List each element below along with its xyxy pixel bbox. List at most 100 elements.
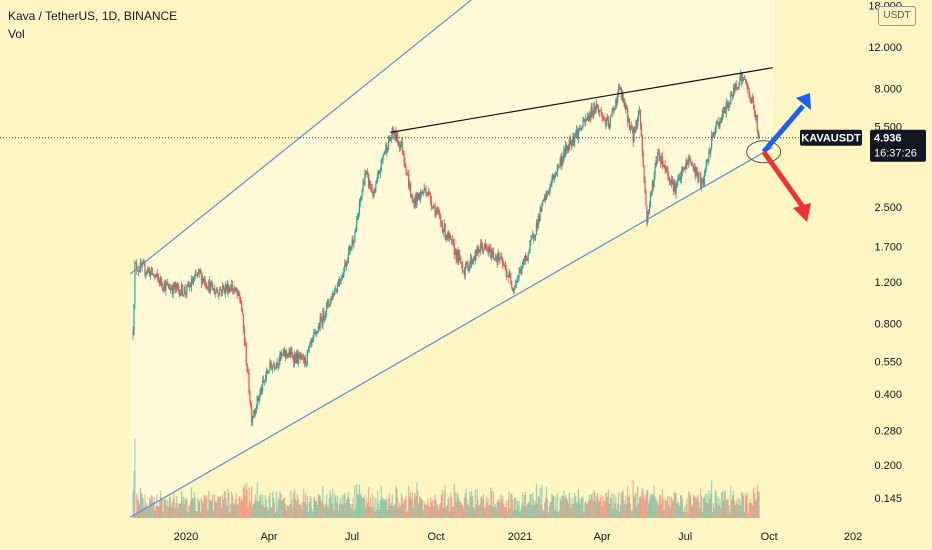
- candle-body: [748, 88, 750, 96]
- volume-bar: [710, 493, 712, 518]
- candle-body: [303, 356, 305, 363]
- volume-bar: [410, 499, 413, 518]
- volume-bar: [544, 502, 546, 518]
- volume-bar: [259, 495, 261, 518]
- candle-body: [429, 191, 431, 194]
- volume-bar: [158, 506, 160, 518]
- volume-bar: [448, 497, 450, 518]
- volume-bar: [394, 503, 396, 518]
- volume-bar: [178, 503, 180, 518]
- candle-body: [345, 262, 347, 267]
- volume-bar: [516, 500, 518, 518]
- candle-body: [235, 287, 237, 292]
- volume-bar: [572, 497, 574, 518]
- volume-bar: [699, 508, 701, 518]
- candle-body: [377, 171, 380, 175]
- candle-body: [194, 273, 196, 278]
- candle-body: [380, 159, 382, 171]
- volume-bar: [205, 498, 207, 518]
- candle-body: [287, 354, 289, 357]
- volume-bar: [687, 512, 689, 518]
- candle-body: [715, 122, 717, 129]
- candle-body: [240, 300, 242, 303]
- candle-body: [369, 180, 371, 188]
- volume-bar: [358, 484, 360, 518]
- volume-bar: [335, 496, 337, 518]
- volume-bar: [198, 501, 200, 518]
- candle-body: [415, 196, 417, 205]
- candle-body: [575, 134, 577, 136]
- candle-body: [702, 179, 705, 186]
- candle-body: [190, 279, 193, 288]
- volume-bar: [417, 490, 419, 518]
- candle-body: [249, 392, 251, 402]
- candle-body: [138, 270, 141, 272]
- chart-title: Kava / TetherUS, 1D, BINANCE: [8, 9, 178, 23]
- volume-bar: [190, 487, 193, 518]
- candle-body: [564, 149, 566, 157]
- volume-bar: [200, 512, 202, 518]
- candle-body: [644, 180, 646, 192]
- currency-selector[interactable]: USDT: [878, 6, 916, 26]
- volume-bar: [134, 438, 136, 518]
- candle-body: [412, 201, 414, 203]
- candle-body: [710, 148, 712, 153]
- volume-bar: [507, 499, 509, 518]
- volume-bar: [705, 502, 707, 518]
- candle-body: [280, 352, 282, 357]
- candle-body: [296, 352, 298, 364]
- volume-bar: [362, 497, 364, 518]
- candle-body: [521, 268, 523, 274]
- candle-body: [258, 397, 260, 401]
- candle-body: [716, 122, 718, 123]
- volume-bar: [154, 511, 156, 518]
- candle-body: [549, 184, 551, 192]
- volume-bar: [467, 504, 469, 518]
- candle-body: [563, 149, 565, 161]
- volume-bar: [383, 500, 385, 518]
- candle-body: [464, 268, 466, 276]
- volume-bar: [723, 492, 726, 518]
- volume-bar: [724, 490, 726, 518]
- candle-body: [322, 310, 324, 325]
- volume-bar: [264, 495, 266, 518]
- symbol-label-bg: [800, 129, 862, 146]
- volume-bar: [175, 503, 177, 518]
- candle-body: [172, 283, 174, 294]
- candle-body: [586, 116, 589, 121]
- volume-bar: [613, 494, 615, 518]
- candle-body: [680, 176, 682, 180]
- candle-body: [659, 153, 661, 162]
- candle-body: [603, 117, 605, 119]
- candle-body: [267, 372, 269, 374]
- volume-bar: [284, 503, 287, 518]
- candle-body: [680, 171, 683, 180]
- candle-body: [565, 144, 568, 151]
- volume-bar: [147, 506, 150, 518]
- volume-bar: [449, 511, 451, 518]
- volume-bar: [415, 496, 417, 518]
- volume-bar: [434, 494, 436, 518]
- candle-body: [304, 357, 306, 363]
- candle-body: [449, 235, 451, 238]
- candle-body: [673, 181, 675, 191]
- candle-body: [527, 252, 529, 261]
- volume-bar: [706, 494, 708, 518]
- volume-bar: [265, 499, 267, 518]
- candle-body: [374, 189, 376, 192]
- candle-body: [168, 288, 171, 291]
- volume-bar: [503, 507, 506, 518]
- volume-bar: [590, 494, 592, 518]
- volume-bar: [630, 510, 632, 518]
- candle-body: [341, 277, 343, 280]
- candle-body: [607, 119, 610, 128]
- candle-body: [428, 191, 430, 196]
- candle-body: [326, 300, 329, 304]
- candle-body: [304, 357, 307, 363]
- volume-bar: [756, 484, 758, 518]
- candle-body: [363, 181, 365, 185]
- candle-body: [367, 172, 369, 175]
- volume-bar: [618, 511, 621, 518]
- candle-body: [441, 224, 444, 232]
